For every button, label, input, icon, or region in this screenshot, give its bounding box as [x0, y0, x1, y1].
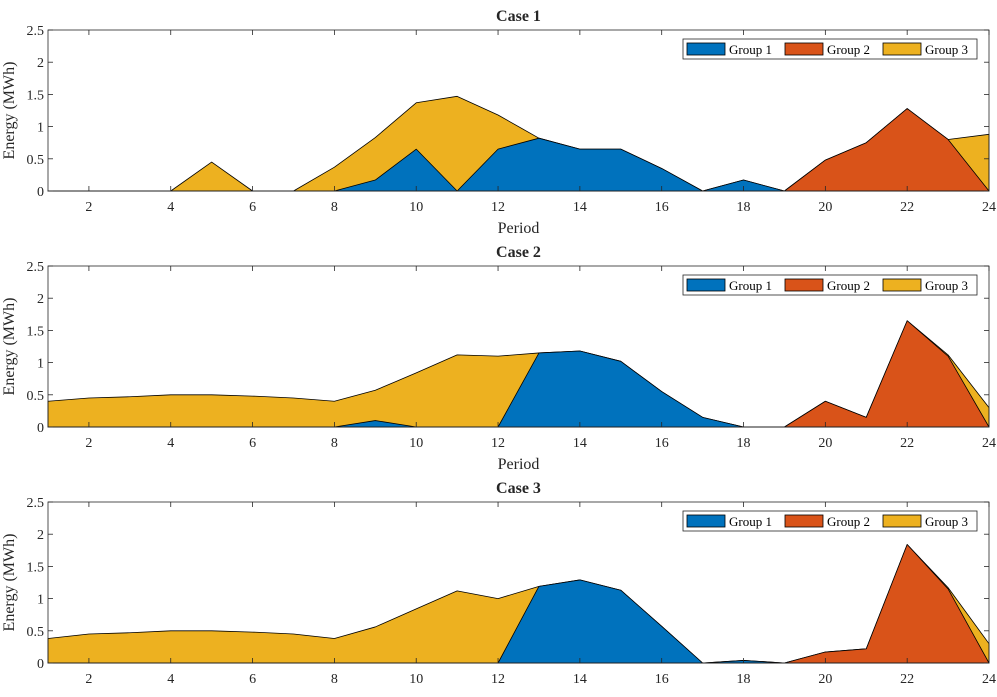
- y-tick-label: 1.5: [27, 560, 45, 575]
- x-tick-label: 20: [818, 200, 832, 215]
- legend-label-group-3: Group 3: [925, 514, 968, 529]
- y-tick-label: 2.5: [27, 496, 45, 511]
- legend-label-group-2: Group 2: [827, 514, 870, 529]
- y-tick-label: 0: [37, 657, 44, 672]
- y-tick-label: 1: [37, 593, 44, 608]
- y-tick-label: 0.5: [27, 389, 45, 404]
- y-tick-label: 0.5: [27, 625, 45, 640]
- axes-box: [47, 265, 990, 428]
- x-tick-label: 4: [167, 672, 174, 687]
- legend-swatch-group-1: [686, 278, 726, 292]
- y-tick-label: 1.5: [27, 88, 45, 103]
- x-tick-label: 6: [249, 436, 256, 451]
- y-tick-label: 1.5: [27, 324, 45, 339]
- x-tick-label: 22: [900, 200, 914, 215]
- legend-swatch-group-2: [784, 514, 824, 528]
- y-tick-label: 0.5: [27, 153, 45, 168]
- x-axis-label: Period: [498, 220, 540, 237]
- y-tick-label: 2: [37, 292, 44, 307]
- chart-title: Case 3: [496, 480, 541, 497]
- x-tick-label: 12: [491, 436, 505, 451]
- legend-label-group-1: Group 1: [729, 278, 772, 293]
- legend: Group 1 Group 2 Group 3: [682, 274, 978, 296]
- y-axis-label: Energy (MWh): [1, 298, 18, 396]
- legend-label-group-1: Group 1: [729, 42, 772, 57]
- legend-swatch-group-3: [882, 514, 922, 528]
- x-tick-label: 14: [573, 200, 587, 215]
- x-tick-label: 6: [249, 200, 256, 215]
- x-tick-label: 20: [818, 672, 832, 687]
- chart-title: Case 2: [496, 244, 541, 261]
- x-tick-label: 22: [900, 436, 914, 451]
- x-tick-label: 2: [85, 436, 92, 451]
- x-tick-label: 12: [491, 200, 505, 215]
- y-tick-label: 2.5: [27, 24, 45, 39]
- y-tick-label: 2: [37, 528, 44, 543]
- x-tick-label: 20: [818, 436, 832, 451]
- x-tick-label: 16: [655, 436, 669, 451]
- axes-box: [47, 501, 990, 664]
- x-tick-label: 8: [331, 436, 338, 451]
- x-tick-label: 14: [573, 436, 587, 451]
- x-tick-label: 4: [167, 436, 174, 451]
- x-tick-label: 4: [167, 200, 174, 215]
- legend-swatch-group-1: [686, 42, 726, 56]
- legend: Group 1 Group 2 Group 3: [682, 510, 978, 532]
- y-tick-label: 2: [37, 56, 44, 71]
- x-tick-label: 16: [655, 200, 669, 215]
- x-tick-label: 12: [491, 672, 505, 687]
- chart-title: Case 1: [496, 8, 541, 25]
- x-tick-label: 8: [331, 200, 338, 215]
- x-tick-label: 6: [249, 672, 256, 687]
- legend-swatch-group-3: [882, 42, 922, 56]
- legend-swatch-group-3: [882, 278, 922, 292]
- x-tick-label: 2: [85, 200, 92, 215]
- x-tick-label: 24: [982, 200, 996, 215]
- x-tick-label: 24: [982, 436, 996, 451]
- legend-label-group-2: Group 2: [827, 278, 870, 293]
- legend-swatch-group-1: [686, 514, 726, 528]
- legend-label-group-2: Group 2: [827, 42, 870, 57]
- y-tick-label: 0: [37, 421, 44, 436]
- y-tick-label: 2.5: [27, 260, 45, 275]
- x-tick-label: 18: [737, 672, 751, 687]
- y-axis-label: Energy (MWh): [1, 62, 18, 160]
- y-tick-label: 1: [37, 121, 44, 136]
- legend-label-group-3: Group 3: [925, 42, 968, 57]
- x-tick-label: 2: [85, 672, 92, 687]
- y-axis-label: Energy (MWh): [1, 534, 18, 632]
- x-tick-label: 10: [409, 672, 423, 687]
- axes-box: [47, 29, 990, 192]
- x-tick-label: 24: [982, 672, 996, 687]
- legend-swatch-group-2: [784, 42, 824, 56]
- legend-label-group-3: Group 3: [925, 278, 968, 293]
- x-tick-label: 10: [409, 436, 423, 451]
- legend-swatch-group-2: [784, 278, 824, 292]
- x-tick-label: 16: [655, 672, 669, 687]
- x-tick-label: 14: [573, 672, 587, 687]
- x-tick-label: 10: [409, 200, 423, 215]
- legend: Group 1 Group 2 Group 3: [682, 38, 978, 60]
- y-tick-label: 1: [37, 357, 44, 372]
- x-tick-label: 22: [900, 672, 914, 687]
- y-tick-label: 0: [37, 185, 44, 200]
- x-tick-label: 18: [737, 436, 751, 451]
- legend-label-group-1: Group 1: [729, 514, 772, 529]
- x-axis-label: Period: [498, 456, 540, 473]
- x-tick-label: 8: [331, 672, 338, 687]
- x-tick-label: 18: [737, 200, 751, 215]
